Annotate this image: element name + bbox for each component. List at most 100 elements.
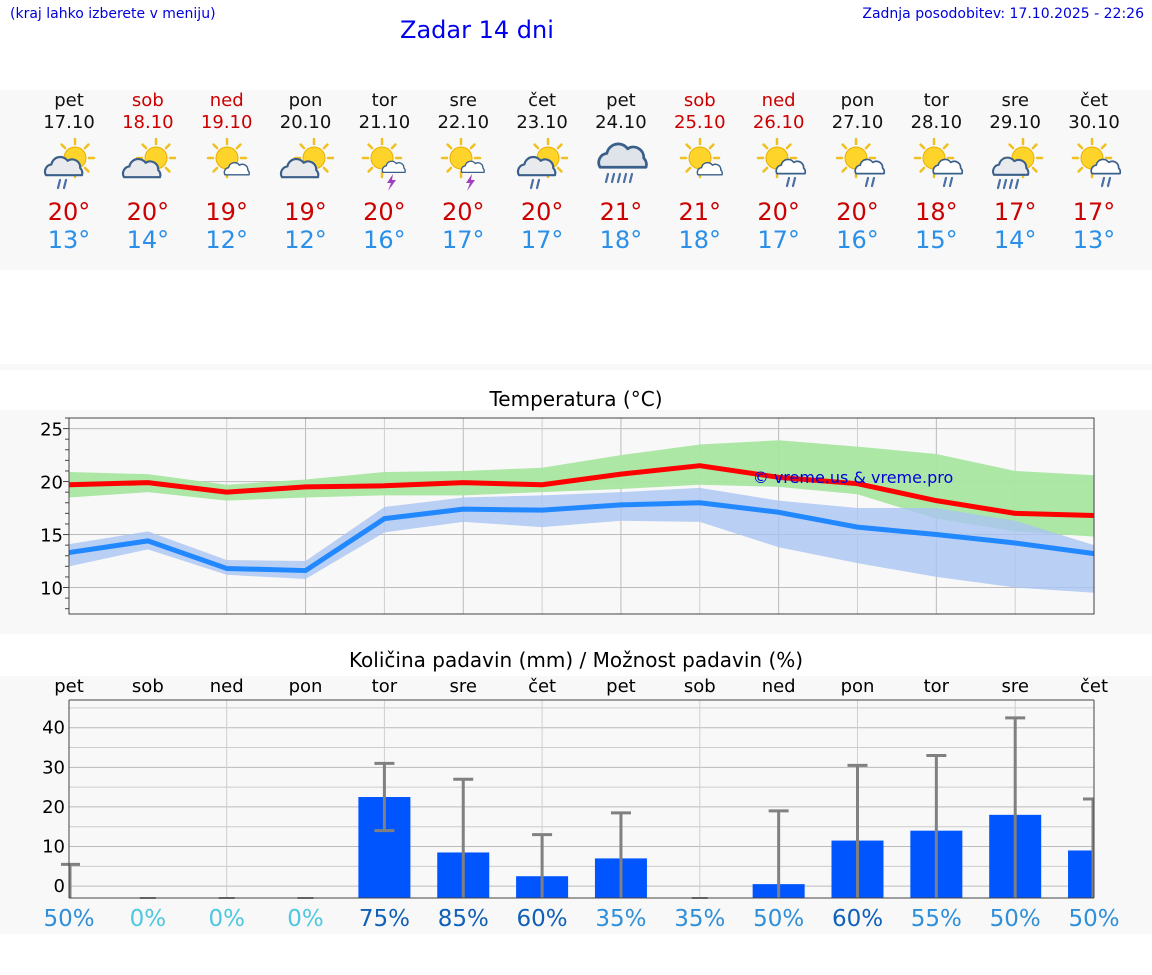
min-temp: 17° bbox=[757, 226, 800, 254]
day-date: 26.10 bbox=[752, 112, 805, 133]
last-update: Zadnja posodobitev: 17.10.2025 - 22:26 bbox=[862, 6, 1144, 22]
max-temp-line bbox=[68, 463, 1095, 518]
day-column: čet 23.10 20° 17° bbox=[503, 90, 581, 254]
sun-thunder-icon bbox=[441, 138, 486, 191]
precip-probability: 0% bbox=[130, 906, 167, 932]
day-label: ned bbox=[762, 676, 796, 697]
sun-small-cloud-icon bbox=[206, 138, 250, 179]
precip-probability: 35% bbox=[595, 906, 646, 932]
day-name: sre bbox=[1001, 90, 1029, 111]
y-tick-label: 20 bbox=[42, 797, 65, 818]
max-temp: 17° bbox=[993, 198, 1037, 226]
precip-probability: 75% bbox=[359, 906, 410, 932]
precip-probability: 0% bbox=[208, 906, 245, 932]
day-date: 19.10 bbox=[200, 112, 253, 133]
day-date: 29.10 bbox=[989, 112, 1041, 133]
day-column: pet 24.10 21° 18° bbox=[582, 90, 660, 254]
precip-bar bbox=[1068, 850, 1094, 898]
day-label: sre bbox=[450, 676, 477, 697]
day-date: 27.10 bbox=[831, 112, 884, 133]
day-column: pet 17.10 20° 13° bbox=[30, 90, 108, 254]
precip-probability: 50% bbox=[43, 906, 94, 932]
precip-probability: 50% bbox=[1068, 906, 1119, 932]
day-label: sob bbox=[684, 676, 716, 697]
max-temp: 20° bbox=[363, 198, 406, 226]
y-tick-label: 10 bbox=[40, 579, 63, 600]
sun-cloud-rain-icon bbox=[43, 138, 96, 190]
sun-small-cloud-icon bbox=[679, 138, 723, 179]
page-title: Zadar 14 dni bbox=[400, 16, 554, 44]
day-name: čet bbox=[1080, 90, 1109, 111]
day-name: pet bbox=[54, 90, 84, 111]
day-label: pon bbox=[841, 676, 875, 697]
min-temp: 12° bbox=[205, 226, 248, 254]
min-temp: 12° bbox=[284, 226, 327, 254]
day-label: sob bbox=[132, 676, 164, 697]
max-temp-band bbox=[69, 440, 1095, 537]
day-date: 18.10 bbox=[122, 112, 174, 133]
temperature-chart: 10 15 20 25 © vreme.us & vreme.pro bbox=[40, 417, 1095, 615]
daily-forecast-strip bbox=[0, 90, 1152, 270]
sun-cloud-light-rain-icon bbox=[835, 138, 885, 188]
day-date: 17.10 bbox=[43, 112, 95, 133]
day-date: 25.10 bbox=[674, 112, 726, 133]
precip-probability: 60% bbox=[517, 906, 568, 932]
temperature-chart-title: Temperatura (°C) bbox=[489, 387, 663, 411]
min-temp: 18° bbox=[599, 226, 643, 254]
cloud-heavy-rain-icon bbox=[597, 142, 648, 184]
day-name: ned bbox=[209, 90, 244, 111]
day-column: ned 19.10 19° 12° bbox=[188, 90, 266, 254]
y-tick-label: 20 bbox=[40, 473, 63, 494]
y-tick-label: 10 bbox=[42, 837, 65, 858]
day-column: ned 26.10 20° 17° bbox=[740, 90, 818, 254]
sun-cloud-light-rain-icon bbox=[1071, 138, 1122, 188]
location-hint: (kraj lahko izberete v meniju) bbox=[10, 6, 216, 22]
precip-probability: 35% bbox=[674, 906, 725, 932]
day-column: sob 25.10 21° 18° bbox=[661, 90, 739, 254]
day-label: čet bbox=[528, 676, 556, 697]
day-name: tor bbox=[923, 90, 950, 111]
day-name: pet bbox=[606, 90, 636, 111]
min-temp-line bbox=[68, 500, 1095, 574]
day-name: sre bbox=[449, 90, 477, 111]
separator bbox=[0, 364, 1152, 370]
day-column: tor 21.10 20° 16° bbox=[345, 90, 423, 254]
day-label: čet bbox=[1080, 676, 1108, 697]
sun-cloud-icon bbox=[279, 138, 334, 179]
day-date: 21.10 bbox=[358, 112, 411, 133]
min-temp: 16° bbox=[836, 226, 879, 254]
min-temp: 14° bbox=[993, 226, 1037, 254]
min-temp-band bbox=[69, 487, 1095, 593]
precip-probability: 50% bbox=[990, 906, 1041, 932]
day-name: tor bbox=[371, 90, 398, 111]
y-tick-label: 25 bbox=[40, 420, 63, 441]
sun-cloud-icon bbox=[121, 138, 176, 179]
min-temp: 14° bbox=[126, 226, 170, 254]
sun-cloud-light-rain-icon bbox=[756, 138, 806, 188]
y-tick-label: 40 bbox=[42, 718, 65, 739]
watermark: © vreme.us & vreme.pro bbox=[753, 468, 954, 487]
precip-probability: 0% bbox=[287, 906, 324, 932]
day-date: 22.10 bbox=[437, 112, 490, 133]
max-temp: 19° bbox=[284, 198, 327, 226]
y-tick-label: 15 bbox=[40, 526, 63, 547]
day-column: tor 28.10 18° 15° bbox=[897, 90, 975, 254]
max-temp: 20° bbox=[520, 198, 564, 226]
day-label: pet bbox=[606, 676, 636, 697]
day-column: sob 18.10 20° 14° bbox=[109, 90, 187, 254]
min-temp: 16° bbox=[363, 226, 406, 254]
max-temp: 18° bbox=[915, 198, 958, 226]
day-label: tor bbox=[924, 676, 950, 697]
min-temp: 17° bbox=[441, 226, 485, 254]
plot-frame bbox=[68, 417, 1095, 615]
max-temp: 21° bbox=[599, 198, 643, 226]
y-tick-label: 0 bbox=[54, 876, 65, 897]
precip-probability: 50% bbox=[753, 906, 804, 932]
y-tick-label: 30 bbox=[42, 757, 65, 778]
precipitation-chart: 0 10 20 30 40 pet sob ned pon tor sre čet pet sob ned p… bbox=[42, 676, 1120, 932]
day-name: sob bbox=[131, 90, 164, 111]
max-temp: 20° bbox=[757, 198, 800, 226]
day-column: čet 30.10 17° 13° bbox=[1055, 90, 1133, 254]
day-date: 23.10 bbox=[516, 112, 568, 133]
sun-cloud-rain-icon bbox=[517, 138, 569, 190]
